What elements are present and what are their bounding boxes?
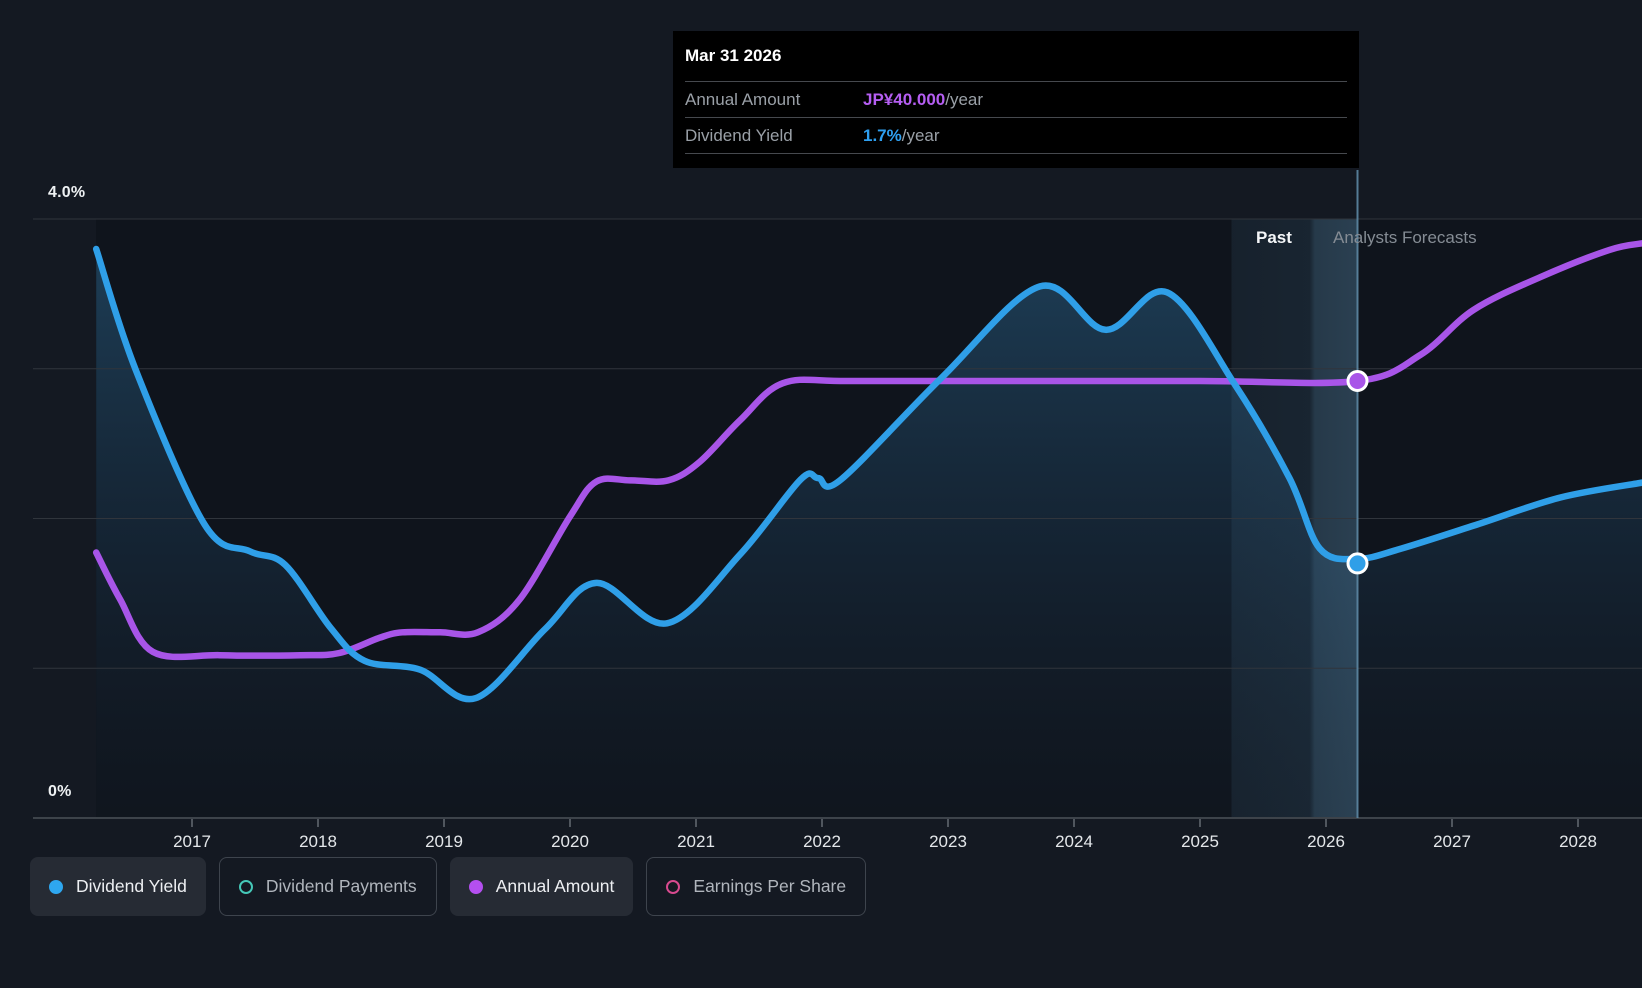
past-zone-label: Past	[1256, 228, 1292, 247]
x-axis-label-2017: 2017	[173, 832, 211, 851]
legend-label: Earnings Per Share	[693, 876, 847, 896]
x-axis-label-2024: 2024	[1055, 832, 1093, 851]
legend-label: Dividend Yield	[76, 876, 187, 896]
chart-tooltip: Mar 31 2026 Annual Amount JP¥40.000/year…	[673, 31, 1359, 168]
x-axis-label-2027: 2027	[1433, 832, 1471, 851]
annual-amount-marker	[1346, 370, 1369, 392]
legend-item-earnings-per-share[interactable]: Earnings Per Share	[646, 857, 867, 916]
dividend-payments-ring-icon	[238, 879, 253, 894]
tooltip-annual-amount-value: JP¥40.000	[863, 89, 946, 109]
legend-item-dividend-payments[interactable]: Dividend Payments	[218, 857, 437, 916]
tooltip-dividend-yield-suffix: /year	[901, 125, 940, 145]
x-axis-label-2025: 2025	[1181, 832, 1219, 851]
tooltip-row-dividend-yield: Dividend Yield 1.7%/year	[685, 117, 1347, 154]
forecasts-zone-label: Analysts Forecasts	[1333, 228, 1477, 247]
x-axis-label-2020: 2020	[551, 832, 589, 851]
earnings-per-share-ring-icon	[666, 879, 681, 894]
legend-item-dividend-yield[interactable]: Dividend Yield	[30, 857, 206, 916]
tooltip-annual-amount-suffix: /year	[945, 89, 984, 109]
annual-amount-dot-icon	[468, 879, 483, 894]
legend-label: Dividend Payments	[265, 876, 417, 896]
legend-label: Annual Amount	[495, 876, 615, 896]
x-axis-label-2019: 2019	[425, 832, 463, 851]
x-axis-label-2023: 2023	[929, 832, 967, 851]
dividend-yield-dot-icon	[49, 879, 63, 894]
tooltip-row-annual-amount: Annual Amount JP¥40.000/year	[685, 81, 1347, 117]
y-axis-label-bottom: 0%	[48, 783, 72, 800]
x-axis-label-2026: 2026	[1307, 832, 1345, 851]
tooltip-dividend-yield-value: 1.7%	[863, 125, 902, 145]
x-axis-label-2021: 2021	[677, 832, 715, 851]
dividend-yield-line	[92, 245, 1642, 703]
y-axis-label-top: 4.0%	[48, 184, 86, 201]
tooltip-date: Mar 31 2026	[685, 46, 782, 65]
x-axis-label-2022: 2022	[803, 832, 841, 851]
x-axis-label-2028: 2028	[1559, 832, 1597, 851]
annual-amount-line	[92, 240, 1642, 661]
tooltip-annual-amount-label: Annual Amount	[685, 89, 801, 109]
x-axis-label-2018: 2018	[299, 832, 337, 851]
dividend-yield-marker	[1346, 552, 1369, 575]
tooltip-dividend-yield-label: Dividend Yield	[685, 125, 793, 145]
chart-legend: Dividend Yield Dividend Payments Annual Am…	[30, 857, 867, 916]
legend-item-annual-amount[interactable]: Annual Amount	[449, 857, 634, 916]
